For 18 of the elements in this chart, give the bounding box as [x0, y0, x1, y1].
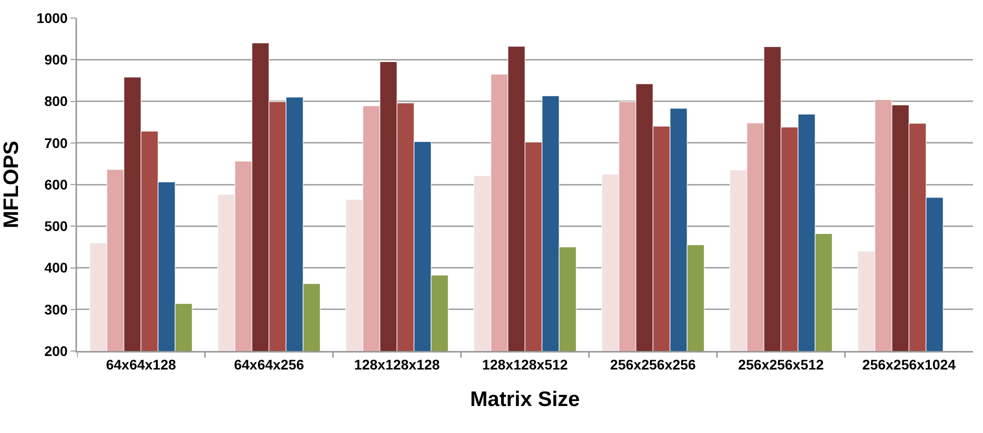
x-tick-label: 128x128x128 [354, 356, 440, 372]
x-tick-label: 256x256x1024 [862, 356, 956, 372]
x-tick-label: 64x64x128 [106, 356, 176, 372]
x-axis-title: Matrix Size [470, 388, 580, 412]
y-tick-label: 200 [44, 342, 68, 359]
y-axis-title: MFLOPS [0, 140, 23, 228]
x-tick-label: 64x64x256 [234, 356, 304, 372]
y-tick-label: 800 [44, 93, 68, 110]
y-tick-label: 400 [44, 260, 68, 276]
y-tick-label: 500 [44, 218, 68, 234]
x-tick-label: 256x256x512 [738, 356, 824, 372]
x-tick-label: 256x256x256 [610, 356, 696, 372]
y-tick-label: 600 [44, 176, 68, 192]
y-tick-label: 900 [44, 52, 68, 68]
x-tick-label: 128x128x512 [482, 356, 568, 372]
y-tick-label: 1000 [36, 10, 68, 26]
y-tick-label: 300 [44, 301, 68, 318]
y-tick-label: 700 [44, 134, 68, 151]
